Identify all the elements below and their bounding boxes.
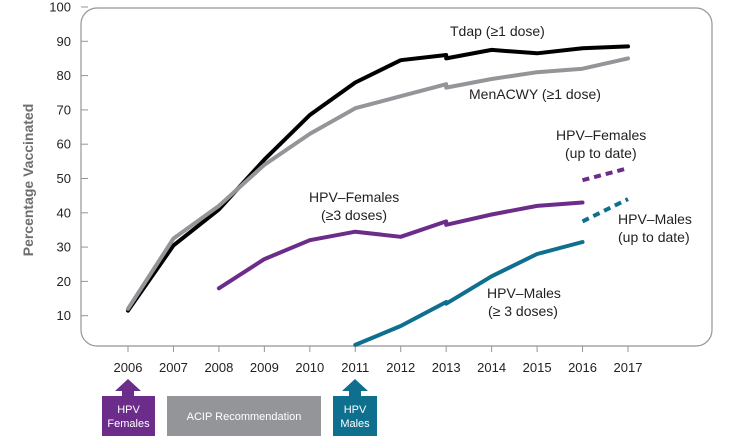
arrow-up-icon (115, 379, 141, 396)
arrow-up-icon (342, 379, 368, 396)
x-tick-label: 2006 (114, 360, 143, 375)
hpv-males-rec-line2: Males (340, 418, 370, 430)
x-tick-label: 2016 (568, 360, 597, 375)
y-tick-label: 70 (57, 102, 71, 117)
x-tick-label: 2010 (295, 360, 324, 375)
recommendation-markers: HPV Females ACIP Recommendation HPV Male… (102, 379, 377, 436)
y-tick-label: 20 (57, 274, 71, 289)
series-line (444, 44, 630, 61)
y-tick-label: 10 (57, 308, 71, 323)
x-tick-label: 2012 (386, 360, 415, 375)
label-hpv-females-line2: (≥3 doses) (321, 207, 387, 223)
y-tick-label: 30 (57, 240, 71, 255)
acip-recommendation-label: ACIP Recommendation (187, 411, 302, 423)
series-line (444, 56, 630, 90)
x-axis: 2006 2007 2008 2009 2010 2011 2012 2013 2014 2015… (114, 346, 643, 375)
series-line (126, 82, 449, 311)
x-tick-label: 2008 (204, 360, 233, 375)
series-line (581, 166, 629, 183)
y-axis: 10 20 30 40 50 60 70 80 90 100 (49, 0, 88, 323)
y-tick-label: 100 (49, 0, 71, 15)
label-hpv-males-utd-line2: (up to date) (618, 229, 690, 245)
series-labels: Tdap (≥1 dose) MenACWY (≥1 dose) HPV–Fem… (309, 23, 692, 319)
series-hpv-females-3-doses (216, 200, 585, 291)
series-menacwy-1-dose (126, 56, 630, 311)
label-hpv-males-line2: (≥ 3 doses) (488, 303, 558, 319)
y-tick-label: 50 (57, 171, 71, 186)
y-tick-label: 60 (57, 137, 71, 152)
series-line (444, 200, 585, 227)
x-tick-label: 2011 (341, 360, 369, 375)
x-tick-label: 2007 (159, 360, 188, 375)
x-tick-label: 2013 (432, 360, 461, 375)
y-tick-label: 90 (57, 34, 71, 49)
x-tick-label: 2017 (614, 360, 643, 375)
y-tick-label: 80 (57, 68, 71, 83)
series-line (216, 219, 449, 291)
acip-recommendation-box (167, 396, 321, 436)
label-hpv-females-utd-line1: HPV–Females (556, 127, 646, 143)
label-hpv-males-line1: HPV–Males (487, 285, 561, 301)
hpv-females-rec-line1: HPV (117, 404, 140, 416)
hpv-females-rec-line2: Females (107, 418, 150, 430)
y-tick-label: 40 (57, 205, 71, 220)
label-hpv-females-utd-line2: (up to date) (565, 145, 637, 161)
series-tdap-1-dose (126, 44, 630, 313)
series-hpv-females-up-to-date (581, 166, 629, 183)
label-menacwy: MenACWY (≥1 dose) (469, 86, 601, 102)
series-line (126, 53, 449, 313)
series-line (353, 300, 449, 347)
x-tick-label: 2014 (477, 360, 506, 375)
hpv-females-recommendation-box (102, 396, 155, 436)
hpv-males-recommendation-box (333, 396, 377, 436)
label-tdap: Tdap (≥1 dose) (450, 23, 545, 39)
hpv-males-rec-line1: HPV (344, 404, 367, 416)
series-hpv-males-3-doses (353, 240, 585, 347)
plot-frame (80, 7, 713, 347)
x-tick-label: 2009 (250, 360, 279, 375)
y-axis-label: Percentage Vaccinated (20, 104, 36, 257)
label-hpv-females-line1: HPV–Females (309, 189, 399, 205)
series-line (444, 240, 585, 306)
series-line (581, 197, 629, 224)
series-layer (126, 44, 630, 347)
label-hpv-males-utd-line1: HPV–Males (618, 211, 692, 227)
series-hpv-males-up-to-date (581, 197, 629, 224)
x-tick-label: 2015 (523, 360, 552, 375)
